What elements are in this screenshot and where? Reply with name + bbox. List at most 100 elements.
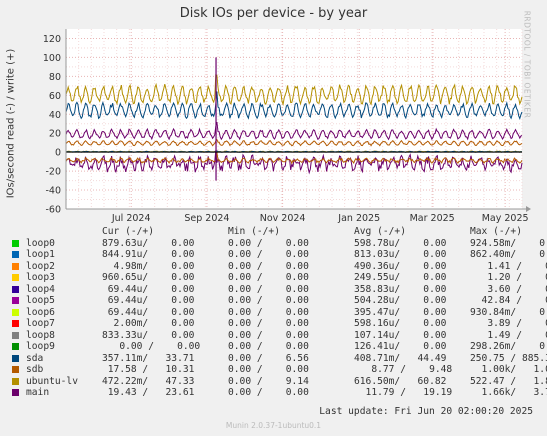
legend-cur: 4.98m/ 0.00 bbox=[102, 260, 195, 272]
legend-avg: 126.41u/ 0.00 bbox=[354, 341, 447, 352]
legend-min: 0.00 / 0.00 bbox=[228, 387, 309, 398]
legend-header-cur: Cur (-/+) bbox=[102, 226, 154, 237]
x-tick-label: Nov 2024 bbox=[260, 213, 306, 224]
legend-min: 0.00 / 0.00 bbox=[228, 260, 309, 272]
y-tick-label: -20 bbox=[45, 167, 61, 178]
legend-cur: 833.33u/ 0.00 bbox=[102, 329, 195, 341]
y-tick-label: 20 bbox=[49, 129, 61, 140]
legend-name: main bbox=[26, 387, 50, 398]
y-tick-label: -40 bbox=[45, 186, 61, 197]
legend-min: 0.00 / 0.00 bbox=[228, 306, 309, 318]
legend-avg: 598.16u/ 0.00 bbox=[354, 318, 447, 329]
series-line-sda-write bbox=[65, 91, 523, 120]
x-tick-label: May 2025 bbox=[482, 213, 529, 224]
legend-name: loop4 bbox=[26, 283, 55, 295]
legend-swatch bbox=[12, 331, 19, 339]
legend-name: ubuntu-lv bbox=[26, 375, 78, 387]
x-axis-ticks: Jul 2024 Sep 2024 Nov 2024 Jan 2025 Mar 2025… bbox=[111, 213, 529, 224]
legend-avg: 408.71m/ 44.49 bbox=[354, 352, 447, 364]
legend-name: loop3 bbox=[26, 272, 55, 283]
legend-avg: 504.28u/ 0.00 bbox=[354, 295, 447, 306]
legend-avg: 11.79 / 19.19 bbox=[354, 387, 453, 398]
legend-row: loop5 69.44u/ 0.00 0.00 / 0.00 504.28u/ 0.… bbox=[12, 295, 547, 307]
legend-table: Cur (-/+) Min (-/+) Avg (-/+) Max (-/+) … bbox=[12, 226, 547, 399]
legend-name: loop0 bbox=[26, 237, 55, 249]
legend-name: loop6 bbox=[26, 306, 55, 318]
legend-cur: 69.44u/ 0.00 bbox=[102, 295, 195, 306]
legend-avg: 395.47u/ 0.00 bbox=[354, 306, 447, 318]
legend-row: ubuntu-lv 472.22m/ 47.33 0.00 / 9.14 616.50… bbox=[12, 376, 547, 388]
legend-swatch bbox=[12, 366, 19, 373]
y-axis-ticks: -60 -40 -20 0 20 40 60 80 100 120 bbox=[43, 34, 61, 216]
legend-row: loop6 69.44u/ 0.00 0.00 / 0.00 395.47u/ 0.… bbox=[12, 307, 547, 319]
legend-max: 250.75 / 885.33 bbox=[470, 352, 547, 364]
y-tick-label: 60 bbox=[49, 91, 61, 102]
legend-swatch bbox=[12, 343, 19, 350]
legend-cur: 17.58 / 10.31 bbox=[102, 364, 195, 375]
legend-min: 0.00 / 0.00 bbox=[228, 295, 309, 306]
legend-swatch bbox=[12, 239, 19, 247]
y-tick-label: 80 bbox=[49, 72, 61, 83]
legend-max: 3.60 / 0.00 bbox=[487, 283, 547, 295]
legend-max: 1.00k/ 1.06k bbox=[481, 364, 547, 375]
x-tick-label: Mar 2025 bbox=[410, 213, 455, 224]
legend-row: sda 357.11m/ 33.71 0.00 / 6.56 408.71m/ 44.… bbox=[12, 353, 547, 365]
legend-cur: 2.00m/ 0.00 bbox=[102, 318, 195, 329]
legend-name: loop1 bbox=[26, 249, 55, 260]
legend-min: 0.00 / 0.00 bbox=[228, 283, 309, 295]
legend-cur: 69.44u/ 0.00 bbox=[102, 306, 195, 318]
legend-name: sda bbox=[26, 352, 44, 364]
y-tick-label: 0 bbox=[55, 148, 61, 159]
legend-row: loop1 844.91u/ 0.00 0.00 / 0.00 813.03u/ 0.… bbox=[12, 249, 547, 261]
legend-avg: 813.03u/ 0.00 bbox=[354, 249, 447, 260]
legend-avg: 616.50m/ 60.82 bbox=[354, 375, 447, 387]
legend-swatch bbox=[12, 320, 19, 327]
legend-row: loop4 69.44u/ 0.00 0.00 / 0.00 358.83u/ 0.… bbox=[12, 284, 547, 296]
legend-min: 0.00 / 0.00 bbox=[228, 249, 309, 260]
legend-max: 1.49 / 0.00 bbox=[487, 329, 547, 341]
legend-row: loop0 879.63u/ 0.00 0.00 / 0.00 598.78u/ 0.… bbox=[12, 238, 547, 250]
legend-row: loop7 2.00m/ 0.00 0.00 / 0.00 598.16u/ 0.0… bbox=[12, 318, 547, 330]
x-tick-label: Jul 2024 bbox=[111, 213, 151, 224]
legend-swatch bbox=[12, 377, 19, 385]
y-tick-label: -60 bbox=[45, 205, 61, 216]
legend-swatch bbox=[12, 297, 19, 304]
x-axis-arrow bbox=[526, 206, 531, 212]
legend-row: sdb 17.58 / 10.31 0.00 / 0.00 8.77 / 9.48… bbox=[12, 364, 547, 376]
legend-max: 298.26m/ 0.00 bbox=[470, 341, 547, 352]
y-tick-label: 40 bbox=[49, 110, 61, 121]
legend-header-max: Max (-/+) bbox=[470, 226, 522, 237]
legend-min: 0.00 / 9.14 bbox=[228, 375, 309, 387]
legend-cur: 19.43 / 23.61 bbox=[102, 387, 195, 398]
legend-swatch bbox=[12, 389, 19, 396]
x-tick-label: Jan 2025 bbox=[337, 213, 380, 224]
legend-max: 862.40m/ 0.00 bbox=[470, 249, 547, 260]
legend-swatch bbox=[12, 308, 19, 316]
series-line-main-write bbox=[65, 121, 523, 141]
legend-max: 42.84 / 0.00 bbox=[481, 295, 547, 306]
legend-swatch bbox=[12, 354, 19, 362]
legend-min: 0.00 / 6.56 bbox=[228, 352, 309, 364]
legend-header-min: Min (-/+) bbox=[228, 226, 280, 237]
legend-cur: 357.11m/ 33.71 bbox=[102, 352, 195, 364]
legend-row: main 19.43 / 23.61 0.00 / 0.00 11.79 / 19… bbox=[12, 387, 547, 399]
legend-max: 522.47 / 1.83k bbox=[470, 375, 547, 387]
legend-name: loop9 bbox=[26, 341, 55, 352]
legend-cur: 0.00 / 0.00 bbox=[102, 341, 201, 352]
legend-avg: 8.77 / 9.48 bbox=[354, 364, 453, 375]
legend-row: loop9 0.00 / 0.00 0.00 / 0.00 126.41u/ 0.0… bbox=[12, 341, 547, 353]
series-line-sdb-write bbox=[65, 138, 523, 147]
legend-avg: 249.55u/ 0.00 bbox=[354, 272, 447, 283]
legend-avg: 107.14u/ 0.00 bbox=[354, 329, 447, 341]
legend-min: 0.00 / 0.00 bbox=[228, 364, 309, 375]
legend-min: 0.00 / 0.00 bbox=[228, 272, 309, 283]
y-tick-label: 100 bbox=[43, 53, 61, 64]
legend-max: 3.89 / 0.00 bbox=[487, 318, 547, 329]
legend-name: loop2 bbox=[26, 260, 55, 272]
chart-svg: -60 -40 -20 0 20 40 60 80 100 120 Jul 2024 Sep 202… bbox=[43, 29, 531, 224]
legend-min: 0.00 / 0.00 bbox=[228, 341, 309, 352]
legend-avg: 598.78u/ 0.00 bbox=[354, 237, 447, 249]
legend-max: 1.41 / 0.00 bbox=[487, 260, 547, 272]
legend-header: Cur (-/+) Min (-/+) Avg (-/+) Max (-/+) bbox=[12, 226, 522, 238]
y-tick-label: 120 bbox=[43, 34, 61, 45]
